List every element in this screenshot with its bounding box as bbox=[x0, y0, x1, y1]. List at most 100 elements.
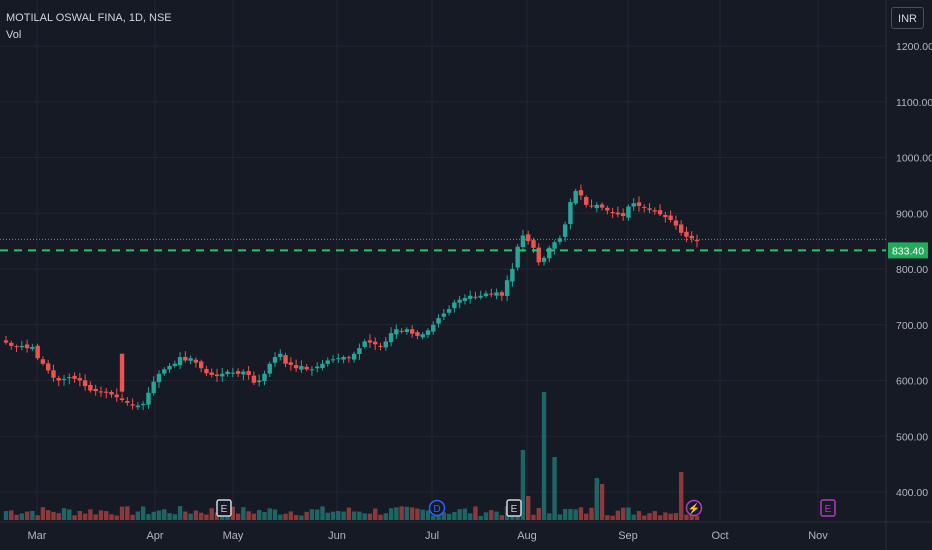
candle-body bbox=[251, 375, 257, 383]
volume-bar bbox=[56, 513, 61, 520]
last-price-badge bbox=[888, 242, 928, 259]
volume-bar bbox=[262, 511, 267, 520]
volume-bar bbox=[156, 510, 162, 520]
candle-body bbox=[531, 240, 536, 248]
candle-body bbox=[478, 295, 483, 298]
candle-body bbox=[214, 374, 220, 377]
volume-bar bbox=[40, 507, 46, 520]
candle-body bbox=[24, 344, 30, 349]
event-marker-icon bbox=[685, 499, 703, 517]
volume-bar bbox=[494, 511, 499, 520]
volume-bar bbox=[146, 514, 151, 520]
candle-body bbox=[489, 293, 494, 295]
time-tick-label: Jun bbox=[328, 530, 346, 542]
volume-bar bbox=[51, 511, 56, 520]
volume-bar bbox=[678, 472, 684, 520]
volume-bar bbox=[19, 513, 25, 520]
candle-body bbox=[373, 341, 378, 345]
volume-bar bbox=[684, 514, 689, 520]
volume-bar bbox=[420, 509, 425, 520]
candle-body bbox=[689, 235, 694, 239]
event-marker-icon bbox=[506, 499, 522, 517]
volume-bar bbox=[467, 513, 473, 520]
candle-body bbox=[283, 355, 288, 364]
price-tick-label: 500.00 bbox=[896, 431, 928, 443]
volume-bar bbox=[304, 511, 309, 520]
volume-bar bbox=[436, 512, 441, 520]
candle-body bbox=[256, 380, 262, 383]
volume-bar bbox=[578, 507, 584, 520]
volume-bar bbox=[694, 515, 700, 520]
candle-body bbox=[77, 378, 83, 381]
candle-body bbox=[668, 215, 673, 220]
candle-body bbox=[67, 377, 72, 379]
candle-body bbox=[568, 202, 573, 224]
candle-body bbox=[204, 368, 209, 374]
candle-body bbox=[272, 357, 278, 363]
candle-body bbox=[45, 363, 51, 371]
price-tick-label: 1200.00 bbox=[896, 41, 932, 53]
candle-body bbox=[151, 381, 156, 394]
candle-body bbox=[510, 269, 515, 282]
volume-bar bbox=[409, 507, 415, 520]
volume-bar bbox=[267, 508, 272, 520]
volume-bar bbox=[689, 514, 694, 520]
candle-body bbox=[172, 363, 177, 366]
volume-bar bbox=[399, 506, 404, 520]
candle-body bbox=[504, 280, 510, 296]
candle-body bbox=[663, 214, 668, 218]
candle-body bbox=[98, 391, 104, 393]
volume-bar bbox=[425, 510, 431, 520]
currency-button[interactable]: INR bbox=[891, 7, 924, 29]
volume-bar bbox=[446, 513, 452, 520]
volume-bar bbox=[673, 513, 679, 520]
volume-bar bbox=[214, 512, 220, 520]
volume-bar bbox=[162, 509, 167, 520]
volume-indicator-label[interactable]: Vol bbox=[6, 29, 22, 41]
volume-bar bbox=[288, 511, 294, 520]
volume-bar bbox=[204, 514, 209, 520]
price-tick-label: 700.00 bbox=[896, 320, 928, 332]
volume-bar bbox=[225, 515, 230, 520]
volume-bar bbox=[441, 512, 447, 520]
event-marker-icon bbox=[216, 499, 232, 517]
candle-body bbox=[351, 353, 357, 360]
time-tick-label: May bbox=[223, 530, 244, 542]
volume-bar bbox=[315, 509, 320, 520]
price-tick-label: 900.00 bbox=[896, 208, 928, 220]
candle-body bbox=[119, 353, 125, 392]
candle-body bbox=[146, 392, 151, 405]
candle-body bbox=[547, 247, 552, 259]
volume-bar bbox=[325, 512, 330, 520]
candle-body bbox=[130, 404, 135, 406]
volume-bar bbox=[77, 511, 83, 520]
candle-body bbox=[684, 231, 689, 237]
candle-body bbox=[552, 242, 557, 249]
volume-bar bbox=[552, 457, 557, 520]
volume-bar bbox=[309, 509, 315, 520]
volume-bar bbox=[119, 506, 125, 520]
candle-body bbox=[462, 297, 468, 301]
volume-bar bbox=[626, 507, 631, 520]
candle-body bbox=[262, 373, 267, 382]
candle-body bbox=[415, 332, 420, 336]
candle-body bbox=[288, 362, 294, 365]
candle-body bbox=[473, 296, 478, 298]
volume-bar bbox=[82, 513, 88, 520]
volume-bar bbox=[388, 508, 394, 520]
volume-bar bbox=[520, 450, 526, 520]
volume-bar bbox=[547, 513, 552, 520]
volume-bar bbox=[330, 511, 336, 520]
candle-body bbox=[9, 342, 14, 346]
volume-bar bbox=[24, 511, 30, 520]
volume-bar bbox=[167, 513, 172, 520]
volume-bar bbox=[272, 509, 278, 520]
volume-bar bbox=[299, 515, 304, 520]
volume-bar bbox=[620, 507, 626, 520]
volume-bar bbox=[431, 515, 436, 520]
candle-body bbox=[241, 371, 246, 375]
price-tick-label: 400.00 bbox=[896, 487, 928, 499]
event-marker-label: E bbox=[825, 504, 832, 515]
